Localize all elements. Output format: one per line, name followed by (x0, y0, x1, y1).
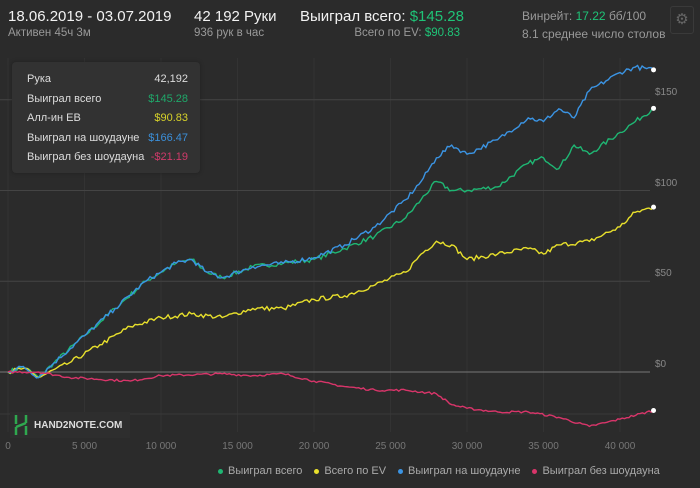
x-tick-label: 40 000 (604, 441, 636, 452)
tooltip-value: $166.47 (148, 131, 188, 144)
tooltip-row: Выиграл всего $145.28 (27, 93, 188, 105)
legend-label: Выиграл без шоудауна (542, 465, 660, 477)
tooltip-label: Рука (27, 73, 52, 85)
winrate-label: Винрейт: (522, 9, 573, 23)
date-range: 18.06.2019 - 03.07.2019 (8, 8, 172, 25)
series-end-point (651, 105, 657, 111)
y-tick-label: $100 (655, 177, 678, 189)
x-tick-label: 25 000 (375, 441, 406, 452)
legend-label: Всего по EV (324, 465, 387, 477)
x-tick-label: 20 000 (298, 441, 330, 452)
hands-count: 42 192 Руки (194, 8, 277, 25)
hands-per-hour: 936 рук в час (194, 27, 265, 39)
tooltip-label: Выиграл без шоудауна (27, 151, 145, 163)
x-tick-label: 5 000 (71, 441, 98, 452)
legend-item[interactable]: Выиграл на шоудауне (398, 465, 520, 477)
ev-total: Всего по EV: $90.83 (354, 27, 460, 39)
series-end-point (651, 407, 657, 413)
series-end-point (651, 204, 657, 210)
x-tick-label: 30 000 (451, 441, 483, 452)
legend-item[interactable]: Выиграл без шоудауна (532, 465, 660, 477)
tooltip-row: Выиграл без шоудауна -$21.19 (27, 151, 188, 163)
won-label: Выиграл всего: (300, 8, 406, 25)
series-line (7, 370, 654, 428)
tooltip-row: Выиграл на шоудауне $166.47 (27, 132, 188, 144)
x-tick-label: 0 (5, 441, 11, 452)
won-value: $145.28 (409, 8, 464, 25)
winrate: Винрейт: 17.22 бб/100 (522, 9, 646, 23)
legend-dot-icon (398, 468, 404, 474)
y-tick-label: $0 (655, 359, 667, 370)
tooltip-label: Выиграл всего (27, 92, 102, 105)
y-tick-label: $50 (655, 268, 672, 280)
legend: Выиграл всего Всего по EV Выиграл на шоуда… (218, 465, 660, 477)
hand2note-logo: HAND2NOTE.COM (10, 412, 130, 438)
y-tick-label: $150 (655, 86, 678, 98)
tooltip-value: $145.28 (148, 92, 188, 105)
winrate-value: 17.22 (575, 9, 606, 23)
ev-value: $90.83 (424, 27, 460, 39)
settings-gear-icon[interactable]: ⚙ (670, 6, 694, 34)
tooltip-value: $90.83 (154, 112, 188, 124)
tooltip-row: Рука 42,192 (27, 73, 188, 85)
tooltip-value: 42,192 (154, 73, 188, 85)
logo-h-icon (14, 415, 28, 435)
legend-label: Выиграл всего (228, 465, 303, 477)
series-end-point (651, 67, 657, 73)
tooltip: Рука 42,192 Выиграл всего $145.28 Алл-ин EB $… (12, 62, 200, 173)
tooltip-label: Алл-ин EB (27, 112, 81, 124)
legend-label: Выиграл на шоудауне (408, 465, 521, 477)
avg-tables: 8.1 среднее число столов (522, 27, 666, 41)
legend-dot-icon (532, 468, 538, 474)
x-tick-label: 15 000 (222, 441, 253, 452)
legend-item[interactable]: Всего по EV (314, 465, 386, 477)
legend-dot-icon (314, 468, 320, 474)
won-total: Выиграл всего: $145.28 (300, 8, 464, 25)
tooltip-row: Алл-ин EB $90.83 (27, 112, 188, 124)
tooltip-value: -$21.19 (150, 151, 188, 163)
tooltip-label: Выиграл на шоудауне (27, 131, 140, 144)
series-line (7, 64, 655, 379)
winrate-unit: бб/100 (608, 9, 647, 23)
logo-text: HAND2NOTE.COM (34, 419, 123, 431)
legend-dot-icon (218, 468, 223, 474)
x-tick-label: 10 000 (145, 441, 177, 452)
ev-label: Всего по EV: (354, 27, 422, 39)
x-tick-label: 35 000 (528, 441, 559, 452)
active-time: Активен 45ч 3м (8, 27, 91, 39)
legend-item[interactable]: Выиграл всего (218, 465, 302, 477)
series-line (7, 206, 655, 379)
